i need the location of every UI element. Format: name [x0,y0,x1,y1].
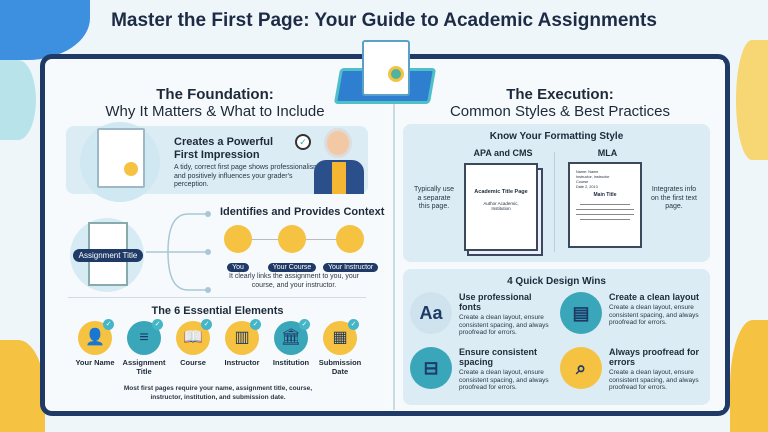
font-icon: Aa [410,292,452,334]
mla-doc-header: Name: Name Instructor, Instructor Course… [576,170,610,189]
elements-footer: Most first pages require your name, assi… [123,385,313,401]
page-title: Master the First Page: Your Guide to Aca… [111,10,657,31]
essential-element: ▦ ✓ Submission Date [317,319,363,376]
element-label: Assignment Title [122,358,166,376]
decor-blob [0,340,45,432]
assignment-title-label: Assignment Title [72,249,144,262]
element-label: Your Name [75,358,115,367]
apa-label: APA and CMS [473,148,533,158]
certificate-doc-icon [97,128,145,188]
context-body: It clearly links the assignment to you, … [229,273,359,289]
win-body: Create a clean layout, ensure consistent… [459,369,549,391]
apa-doc-title: Academic Title Page [474,189,528,195]
essential-element: 🏛 ✓ Institution [268,319,314,368]
context-item: You [227,263,249,272]
element-label: Instructor [224,358,260,367]
calendar-icon: ▦ ✓ [323,319,359,355]
badge-icon [388,66,404,82]
element-label: Course [180,358,206,367]
book-icon: 📖 ✓ [176,319,212,355]
design-win: ▤ Create a clean layout Create a clean lay… [560,292,706,334]
apa-doc-sub: Author Academic, Institution [483,201,519,211]
check-icon: ✓ [201,319,212,330]
win-body: Create a clean layout, ensure consistent… [609,304,699,326]
design-win: ⊟ Ensure consistent spacing Create a clean… [410,347,556,392]
books-icon [278,225,306,253]
essential-element: 📖 ✓ Course [170,319,216,368]
check-icon: ✓ [103,319,114,330]
impression-body: A tidy, correct first page shows profess… [174,164,319,188]
essential-element: ▥ ✓ Instructor [219,319,265,368]
wins-card [403,269,710,405]
context-item-wrap: You [218,256,258,274]
elements-title: The 6 Essential Elements [151,305,284,317]
impression-title: Creates a Powerful First Impression [174,136,274,161]
column-divider [554,152,555,252]
context-item: Your Instructor [323,263,379,272]
check-icon: ✓ [348,319,359,330]
wins-title: 4 Quick Design Wins [507,276,606,287]
connector-lines [146,211,211,293]
check-icon: ✓ [152,319,163,330]
divider [68,297,366,298]
formatting-title: Know Your Formatting Style [489,131,624,142]
context-item-wrap: Your Course [262,256,322,274]
decor-blob [0,60,36,140]
mla-doc-title: Main Title [593,192,617,198]
decor-blob [736,40,768,160]
win-text: Use professional fonts Create a clean lay… [459,292,556,337]
building-icon: 🏛 ✓ [274,319,310,355]
win-text: Always proofread for errors Create a clea… [609,347,706,392]
podium-icon [336,225,364,253]
win-title: Always proofread for errors [609,347,700,367]
win-text: Create a clean layout Create a clean layo… [609,292,706,327]
apa-title-page: Academic Title Page Author Academic, Ins… [464,163,538,251]
context-title: Identifies and Provides Context [220,206,385,218]
magnifier-icon: ⌕ [560,347,602,389]
element-label: Submission Date [318,358,362,376]
formatting-card [403,124,710,262]
context-item: Your Course [267,263,317,272]
person-icon [224,225,252,253]
essential-element: ≡ ✓ Assignment Title [121,319,167,376]
assignment-title-label-wrap: Assignment Title [72,245,144,263]
check-icon: ✓ [299,319,310,330]
apa-note: Typically use a separate this page. [413,186,455,210]
layout-icon: ▤ [560,292,602,334]
left-heading: The Foundation: Why It Matters & What to … [105,86,325,120]
professor-illustration [312,128,366,194]
win-body: Create a clean layout, ensure consistent… [459,314,549,336]
ruler-icon: ⊟ [410,347,452,389]
win-text: Ensure consistent spacing Create a clean … [459,347,556,392]
win-body: Create a clean layout, ensure consistent… [609,369,699,391]
podium-icon: ▥ ✓ [225,319,261,355]
decor-blob [730,320,768,432]
seal-icon [124,162,138,176]
essential-element: 👤 ✓ Your Name [72,319,118,368]
win-title: Create a clean layout [609,292,700,302]
context-item-wrap: Your Instructor [323,256,379,274]
check-icon: ✓ [250,319,261,330]
mla-first-page: Name: Name Instructor, Instructor Course… [568,162,642,248]
right-heading: The Execution: Common Styles & Best Pract… [449,86,671,120]
element-label: Institution [272,358,310,367]
person-icon: 👤 ✓ [78,319,114,355]
design-win: Aa Use professional fonts Create a clean l… [410,292,556,337]
win-title: Use professional fonts [459,292,532,312]
win-title: Ensure consistent spacing [459,347,538,367]
mla-note: Integrates info on the first text page. [651,186,697,210]
check-bubble-icon: ✓ [295,134,311,150]
mla-label: MLA [597,148,618,158]
design-win: ⌕ Always proofread for errors Create a cle… [560,347,706,392]
document-icon: ≡ ✓ [127,319,163,355]
